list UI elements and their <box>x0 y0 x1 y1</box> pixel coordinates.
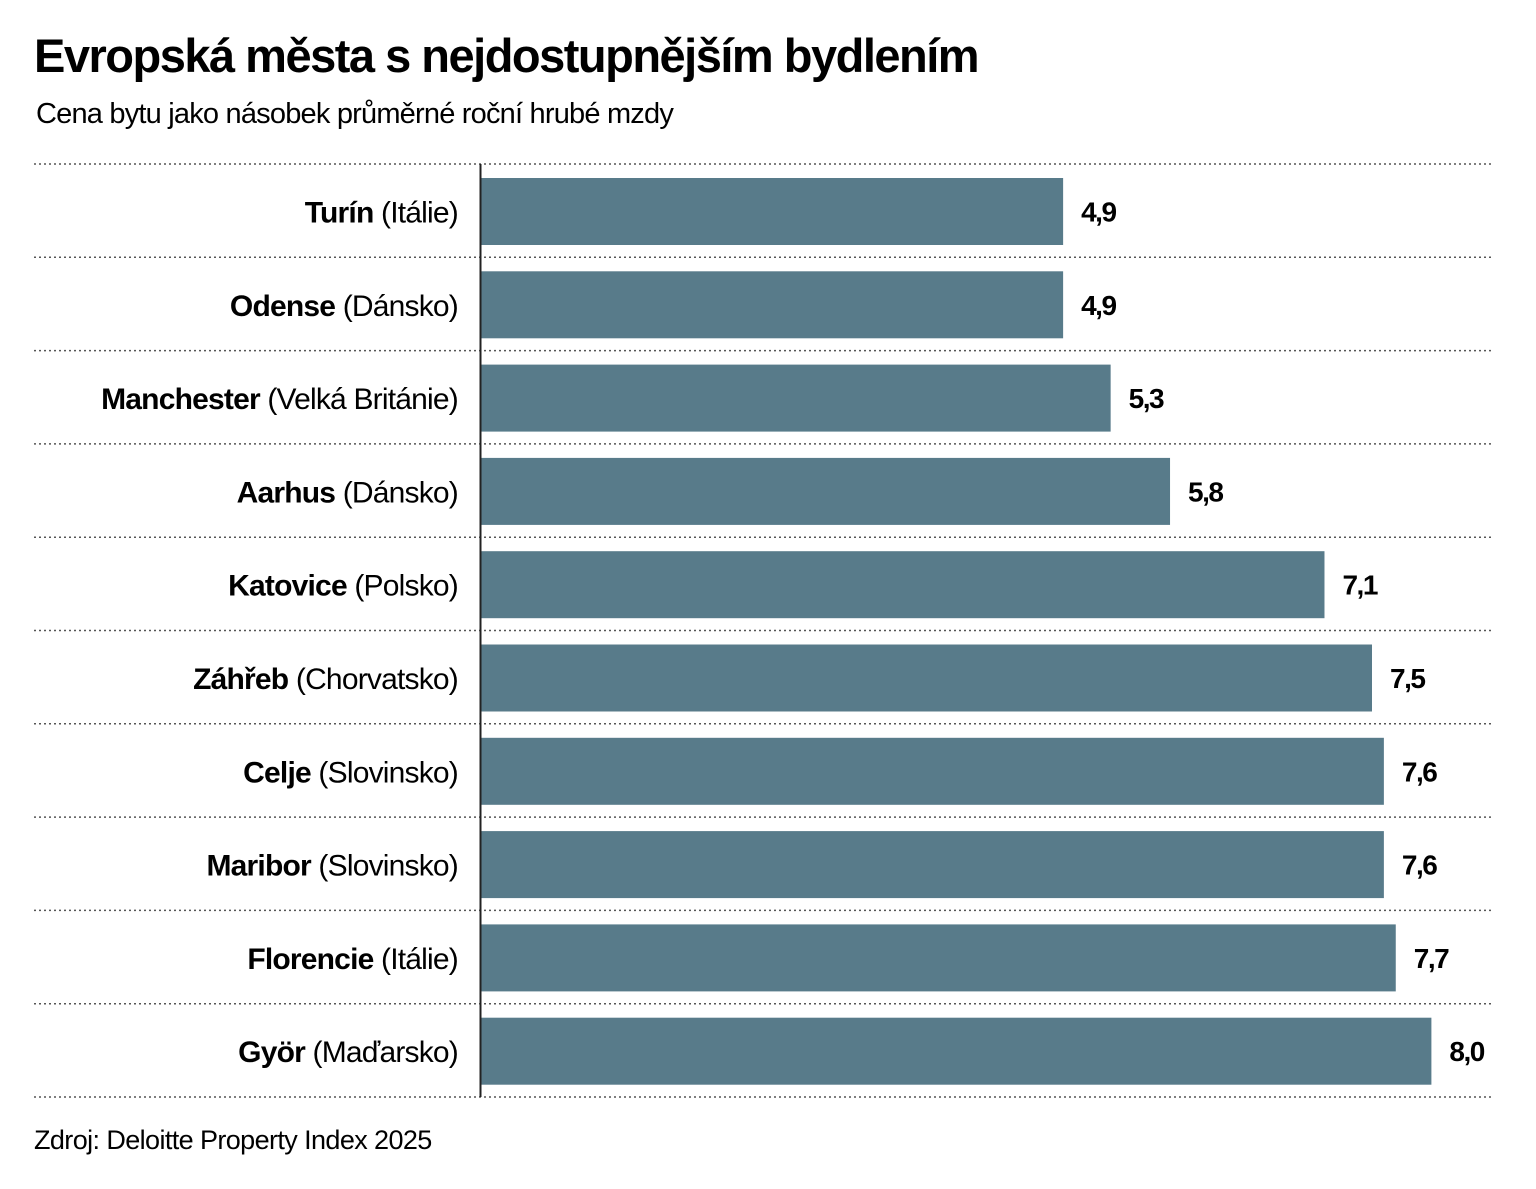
value-label: 7,1 <box>1342 570 1377 601</box>
value-label: 5,8 <box>1188 476 1223 507</box>
bar <box>481 271 1064 339</box>
value-label: 7,6 <box>1402 850 1437 881</box>
bar <box>481 457 1171 525</box>
bar <box>481 831 1384 899</box>
category-label: Aarhus (Dánsko) <box>237 476 458 509</box>
category-label: Maribor (Slovinsko) <box>206 850 458 883</box>
bar <box>481 644 1372 712</box>
category-label: Györ (Maďarsko) <box>238 1036 458 1069</box>
category-label: Manchester (Velká Británie) <box>101 383 458 416</box>
bar <box>481 1017 1432 1085</box>
category-label: Florencie (Itálie) <box>247 943 458 976</box>
category-label: Celje (Slovinsko) <box>243 756 458 789</box>
category-label: Turín (Itálie) <box>305 197 458 230</box>
category-label: Katovice (Polsko) <box>228 570 458 603</box>
value-label: 8,0 <box>1449 1036 1484 1067</box>
chart-title: Evropská města s nejdostupnějším bydlení… <box>34 29 980 82</box>
value-label: 7,5 <box>1390 663 1425 694</box>
bar <box>481 551 1325 619</box>
bar <box>481 737 1384 805</box>
category-label: Záhřeb (Chorvatsko) <box>193 663 458 696</box>
value-label: 4,9 <box>1081 197 1116 228</box>
value-label: 5,3 <box>1129 383 1164 414</box>
bar <box>481 178 1064 245</box>
chart-subtitle: Cena bytu jako násobek průměrné roční hr… <box>36 98 674 130</box>
value-label: 7,6 <box>1402 756 1437 787</box>
source-note: Zdroj: Deloitte Property Index 2025 <box>34 1125 432 1155</box>
category-label: Odense (Dánsko) <box>230 290 458 323</box>
value-label: 4,9 <box>1081 290 1116 321</box>
bar <box>481 364 1111 432</box>
bar <box>481 924 1396 992</box>
value-label: 7,7 <box>1414 943 1449 974</box>
